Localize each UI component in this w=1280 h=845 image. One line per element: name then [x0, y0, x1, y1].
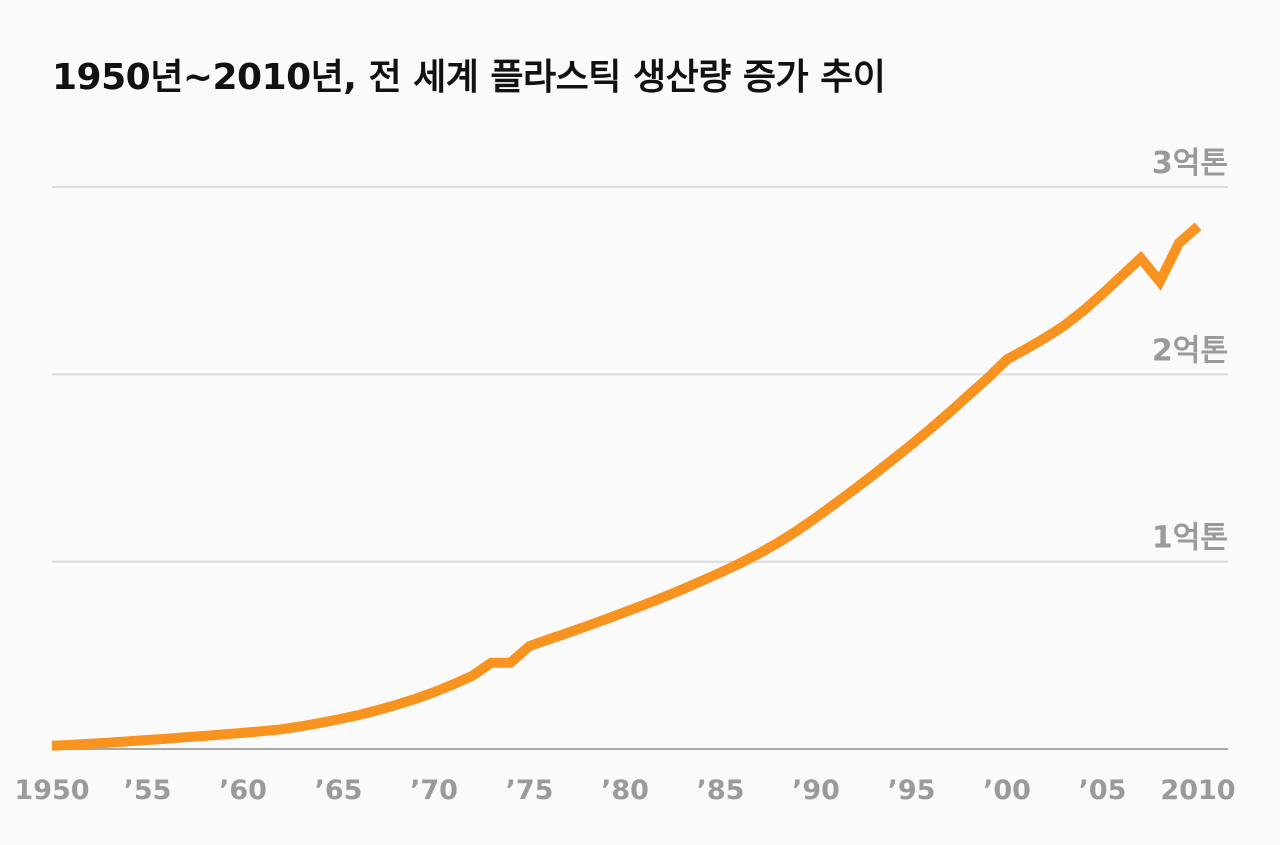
x-tick-label: ’70 [410, 775, 458, 806]
x-tick-label: ’00 [983, 775, 1031, 806]
x-axis-labels: 1950 ’55 ’60 ’65 ’70 ’75 ’80 ’85 ’90 ’95 ’00 ’05 201… [14, 775, 1235, 806]
gridlines [52, 186, 1228, 563]
y-tick-label: 2억톤 [1152, 333, 1228, 368]
series-group [51, 222, 1202, 751]
x-tick-label: ’95 [888, 775, 936, 806]
y-tick-label: 3억톤 [1152, 146, 1228, 181]
x-tick-label: ’60 [219, 775, 267, 806]
series-line-1 [51, 222, 1202, 751]
y-axis-labels: 1억톤 2억톤 3억톤 [1152, 146, 1228, 556]
x-tick-label: ’55 [124, 775, 172, 806]
x-tick-label: ’75 [506, 775, 554, 806]
x-tick-label: ’05 [1079, 775, 1127, 806]
x-tick-label: ’90 [792, 775, 840, 806]
x-tick-label: ’85 [697, 775, 745, 806]
y-tick-label: 1억톤 [1152, 521, 1228, 556]
x-tick-label: ’65 [315, 775, 363, 806]
x-tick-label: ’80 [601, 775, 649, 806]
x-tick-label: 2010 [1160, 775, 1235, 806]
x-tick-label: 1950 [14, 775, 89, 806]
chart-title: 1950년~2010년, 전 세계 플라스틱 생산량 증가 추이 [52, 57, 886, 98]
